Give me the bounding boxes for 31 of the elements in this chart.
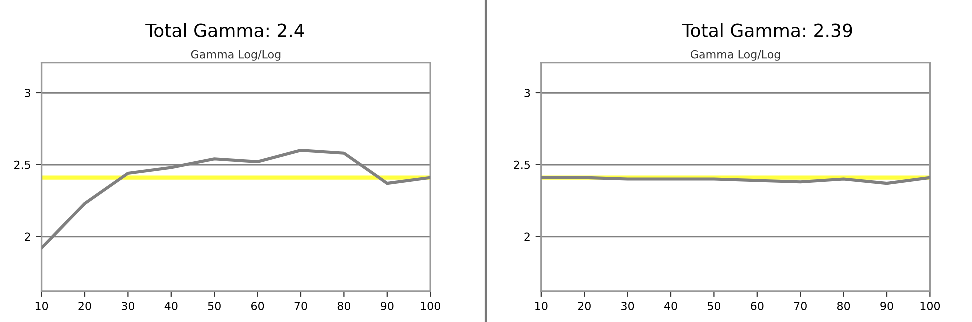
y-tick-label: 2 xyxy=(25,232,30,241)
x-tick-label: 50 xyxy=(708,302,721,310)
y-tick-label: 3 xyxy=(25,88,30,98)
x-tick-label: 40 xyxy=(164,302,178,310)
y-tick-label: 2 xyxy=(524,232,530,241)
x-tick-label: 70 xyxy=(294,302,308,310)
x-tick-label: 20 xyxy=(578,302,591,310)
y-tick-label: 3 xyxy=(524,88,530,98)
x-tick-label: 20 xyxy=(78,302,92,310)
x-tick-label: 60 xyxy=(252,302,264,310)
x-tick-label: 10 xyxy=(36,302,48,310)
line-series xyxy=(42,148,431,250)
y-tick-label: 2.5 xyxy=(514,160,530,170)
x-tick-label: 100 xyxy=(920,302,940,310)
x-tick-label: 50 xyxy=(208,302,221,310)
chart-title: Total Gamma: 2.4 xyxy=(146,23,304,38)
x-tick-label: 30 xyxy=(622,302,634,310)
chart-subtitle: Gamma Log/Log xyxy=(691,50,780,61)
x-tick-label: 80 xyxy=(338,302,351,310)
chart-title: Total Gamma: 2.39 xyxy=(682,23,852,38)
x-tick-label: 90 xyxy=(880,302,894,310)
x-tick-label: 80 xyxy=(837,302,850,310)
x-tick-label: 60 xyxy=(751,302,764,310)
x-tick-label: 30 xyxy=(122,302,135,310)
x-tick-label: 90 xyxy=(381,302,394,310)
x-tick-label: 70 xyxy=(794,302,807,310)
y-tick-label: 2.5 xyxy=(14,160,30,170)
x-tick-label: 100 xyxy=(421,302,440,310)
x-tick-label: 40 xyxy=(664,302,678,310)
chart-subtitle: Gamma Log/Log xyxy=(191,50,281,61)
x-tick-label: 10 xyxy=(536,302,548,310)
